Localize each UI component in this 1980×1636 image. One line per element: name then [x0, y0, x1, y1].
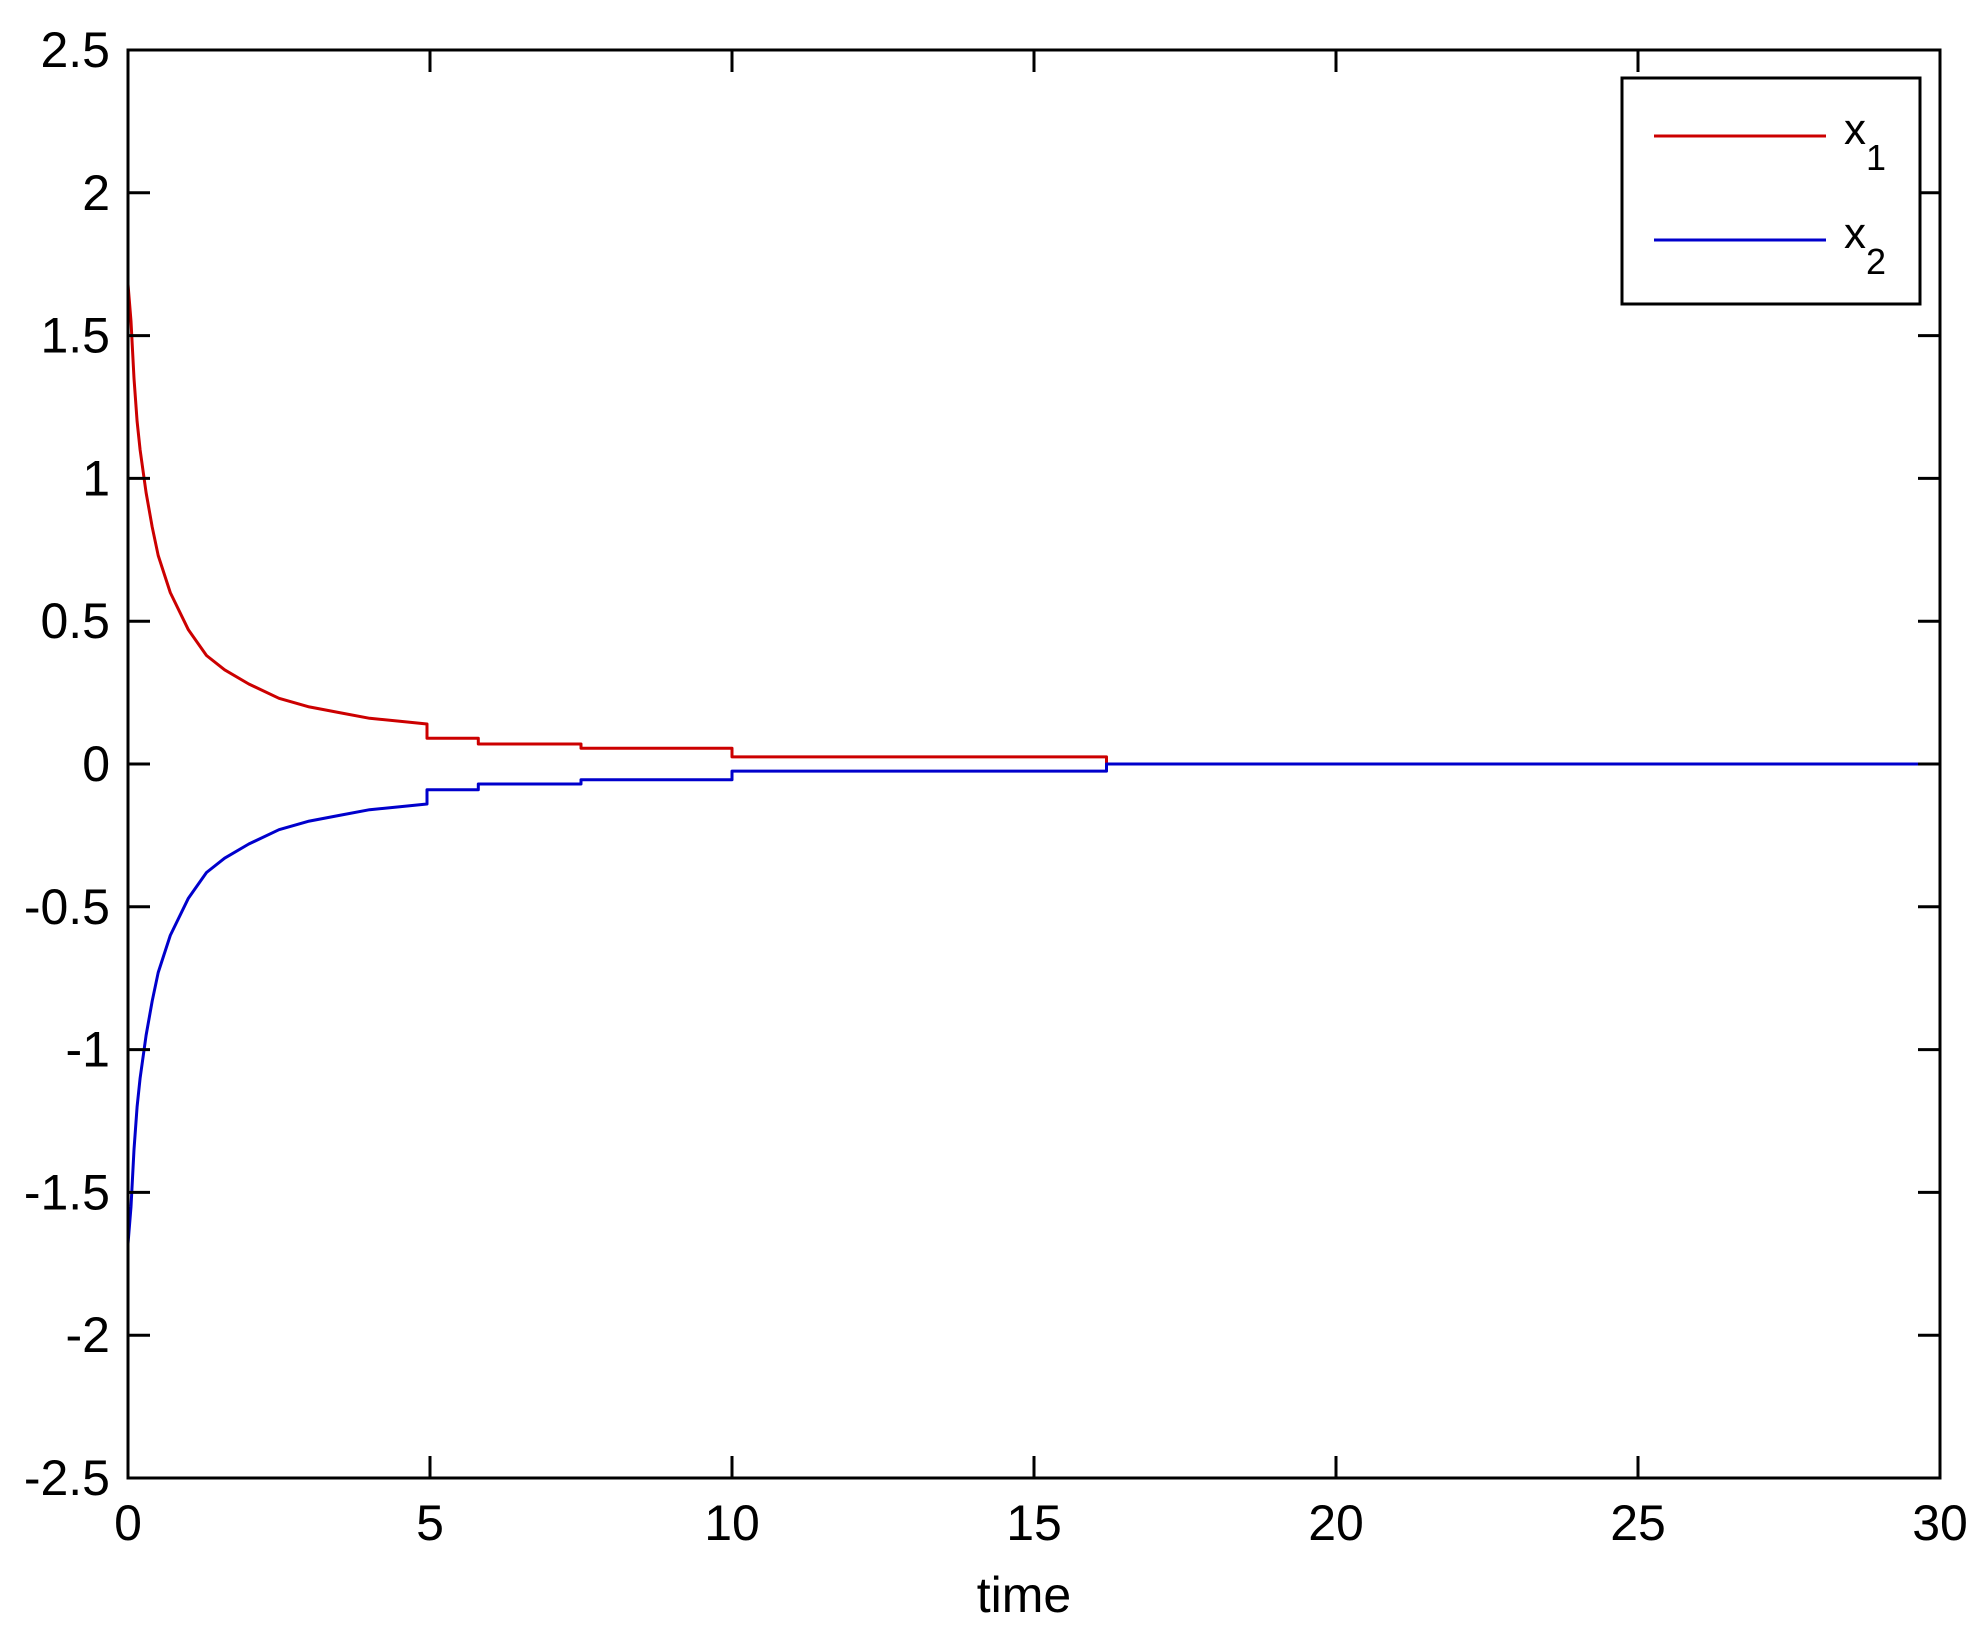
legend-label: x1 — [1844, 105, 1886, 178]
legend-label-subscript: 2 — [1866, 241, 1886, 282]
x-tick-label: 25 — [1610, 1495, 1666, 1551]
legend-label: x2 — [1844, 209, 1886, 282]
y-tick-label: 1 — [82, 450, 110, 506]
y-tick-label: -2.5 — [24, 1450, 110, 1506]
x-axis-title: time — [977, 1567, 1071, 1623]
y-tick-label: -0.5 — [24, 879, 110, 935]
x-tick-label: 5 — [416, 1495, 444, 1551]
y-tick-label: 0.5 — [40, 593, 110, 649]
x-tick-label: 15 — [1006, 1495, 1062, 1551]
legend-box — [1620, 76, 1922, 306]
legend-label-main: x — [1844, 209, 1866, 258]
y-tick-label: 2 — [82, 165, 110, 221]
legend-label-subscript: 1 — [1866, 137, 1886, 178]
y-tick-label: -1 — [66, 1022, 110, 1078]
x-tick-label: 20 — [1308, 1495, 1364, 1551]
x-tick-label: 30 — [1912, 1495, 1968, 1551]
axes-layer: 0 5 10 15 20 25 30 2.5 2 1.5 1 0.5 0 -0.5 -1 -1.5 -2 -2.5 — [24, 22, 1968, 1551]
y-tick-label: 0 — [82, 736, 110, 792]
y-tick-label: 2.5 — [40, 22, 110, 78]
x-tick-label: 10 — [704, 1495, 760, 1551]
y-tick-label: -1.5 — [24, 1164, 110, 1220]
legend-label-main: x — [1844, 105, 1866, 154]
x-tick-label: 0 — [114, 1495, 142, 1551]
y-tick-label: -2 — [66, 1307, 110, 1363]
y-tick-label: 1.5 — [40, 308, 110, 364]
